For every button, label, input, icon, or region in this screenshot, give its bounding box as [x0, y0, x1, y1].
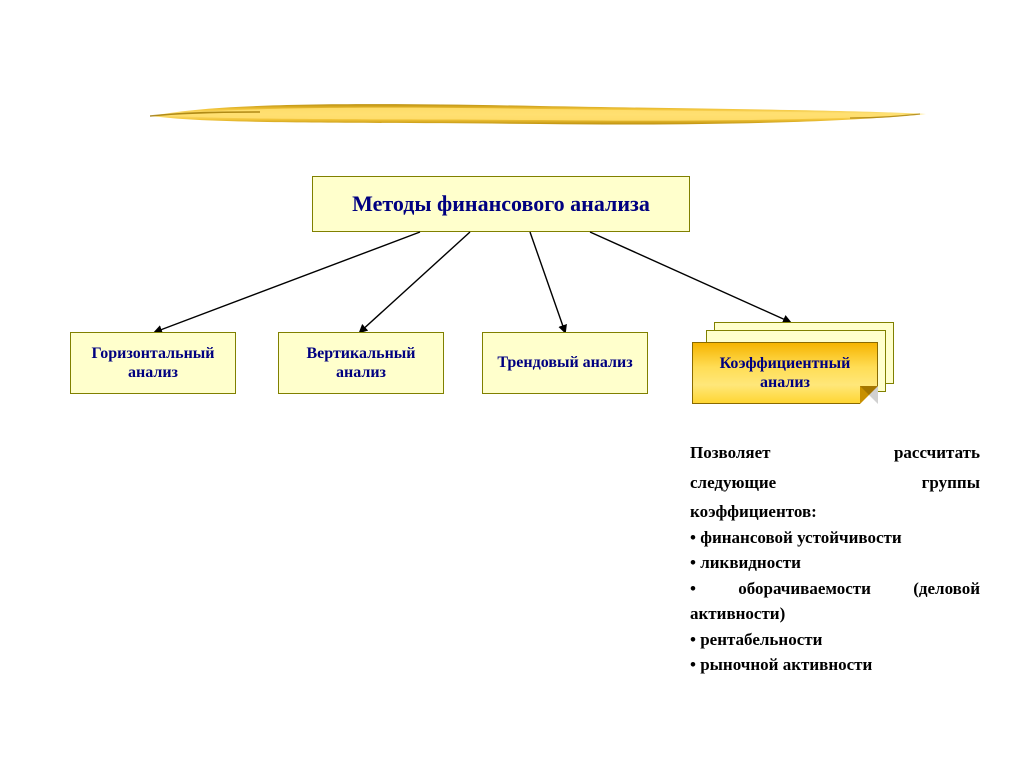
edge — [360, 232, 470, 332]
description-intro-line: коэффициентов: — [690, 499, 980, 525]
description-bullet: рентабельности — [690, 627, 980, 653]
child-node-vertical: Вертикальный анализ — [278, 332, 444, 394]
edge — [530, 232, 565, 332]
child-node-label: Коэффициентный анализ — [701, 354, 869, 392]
child-node-trend: Трендовый анализ — [482, 332, 648, 394]
decorative-brush-stroke — [150, 100, 930, 130]
root-node-label: Методы финансового анализа — [352, 191, 650, 217]
page-fold-icon — [860, 386, 878, 404]
description-bullet: рыночной активности — [690, 652, 980, 678]
child-node-horizontal: Горизонтальный анализ — [70, 332, 236, 394]
child-node-label: Горизонтальный анализ — [81, 344, 225, 382]
child-node-coefficient: Коэффициентный анализ — [692, 342, 878, 404]
description-intro-line: следующие группы — [690, 470, 980, 496]
description-bullet: оборачиваемости (деловой активности) — [690, 576, 980, 627]
description-intro-line: Позволяет рассчитать — [690, 440, 980, 466]
description-bullet: финансовой устойчивости — [690, 525, 980, 551]
child-node-label: Вертикальный анализ — [289, 344, 433, 382]
description-block: Позволяет рассчитать следующие группы ко… — [690, 440, 980, 678]
edge — [155, 232, 420, 332]
child-node-label: Трендовый анализ — [497, 353, 632, 372]
edge — [590, 232, 790, 322]
root-node: Методы финансового анализа — [312, 176, 690, 232]
description-bullet-list: финансовой устойчивости ликвидности обор… — [690, 525, 980, 678]
slide: Методы финансового анализа Горизонтальны… — [0, 0, 1024, 768]
description-bullet: ликвидности — [690, 550, 980, 576]
